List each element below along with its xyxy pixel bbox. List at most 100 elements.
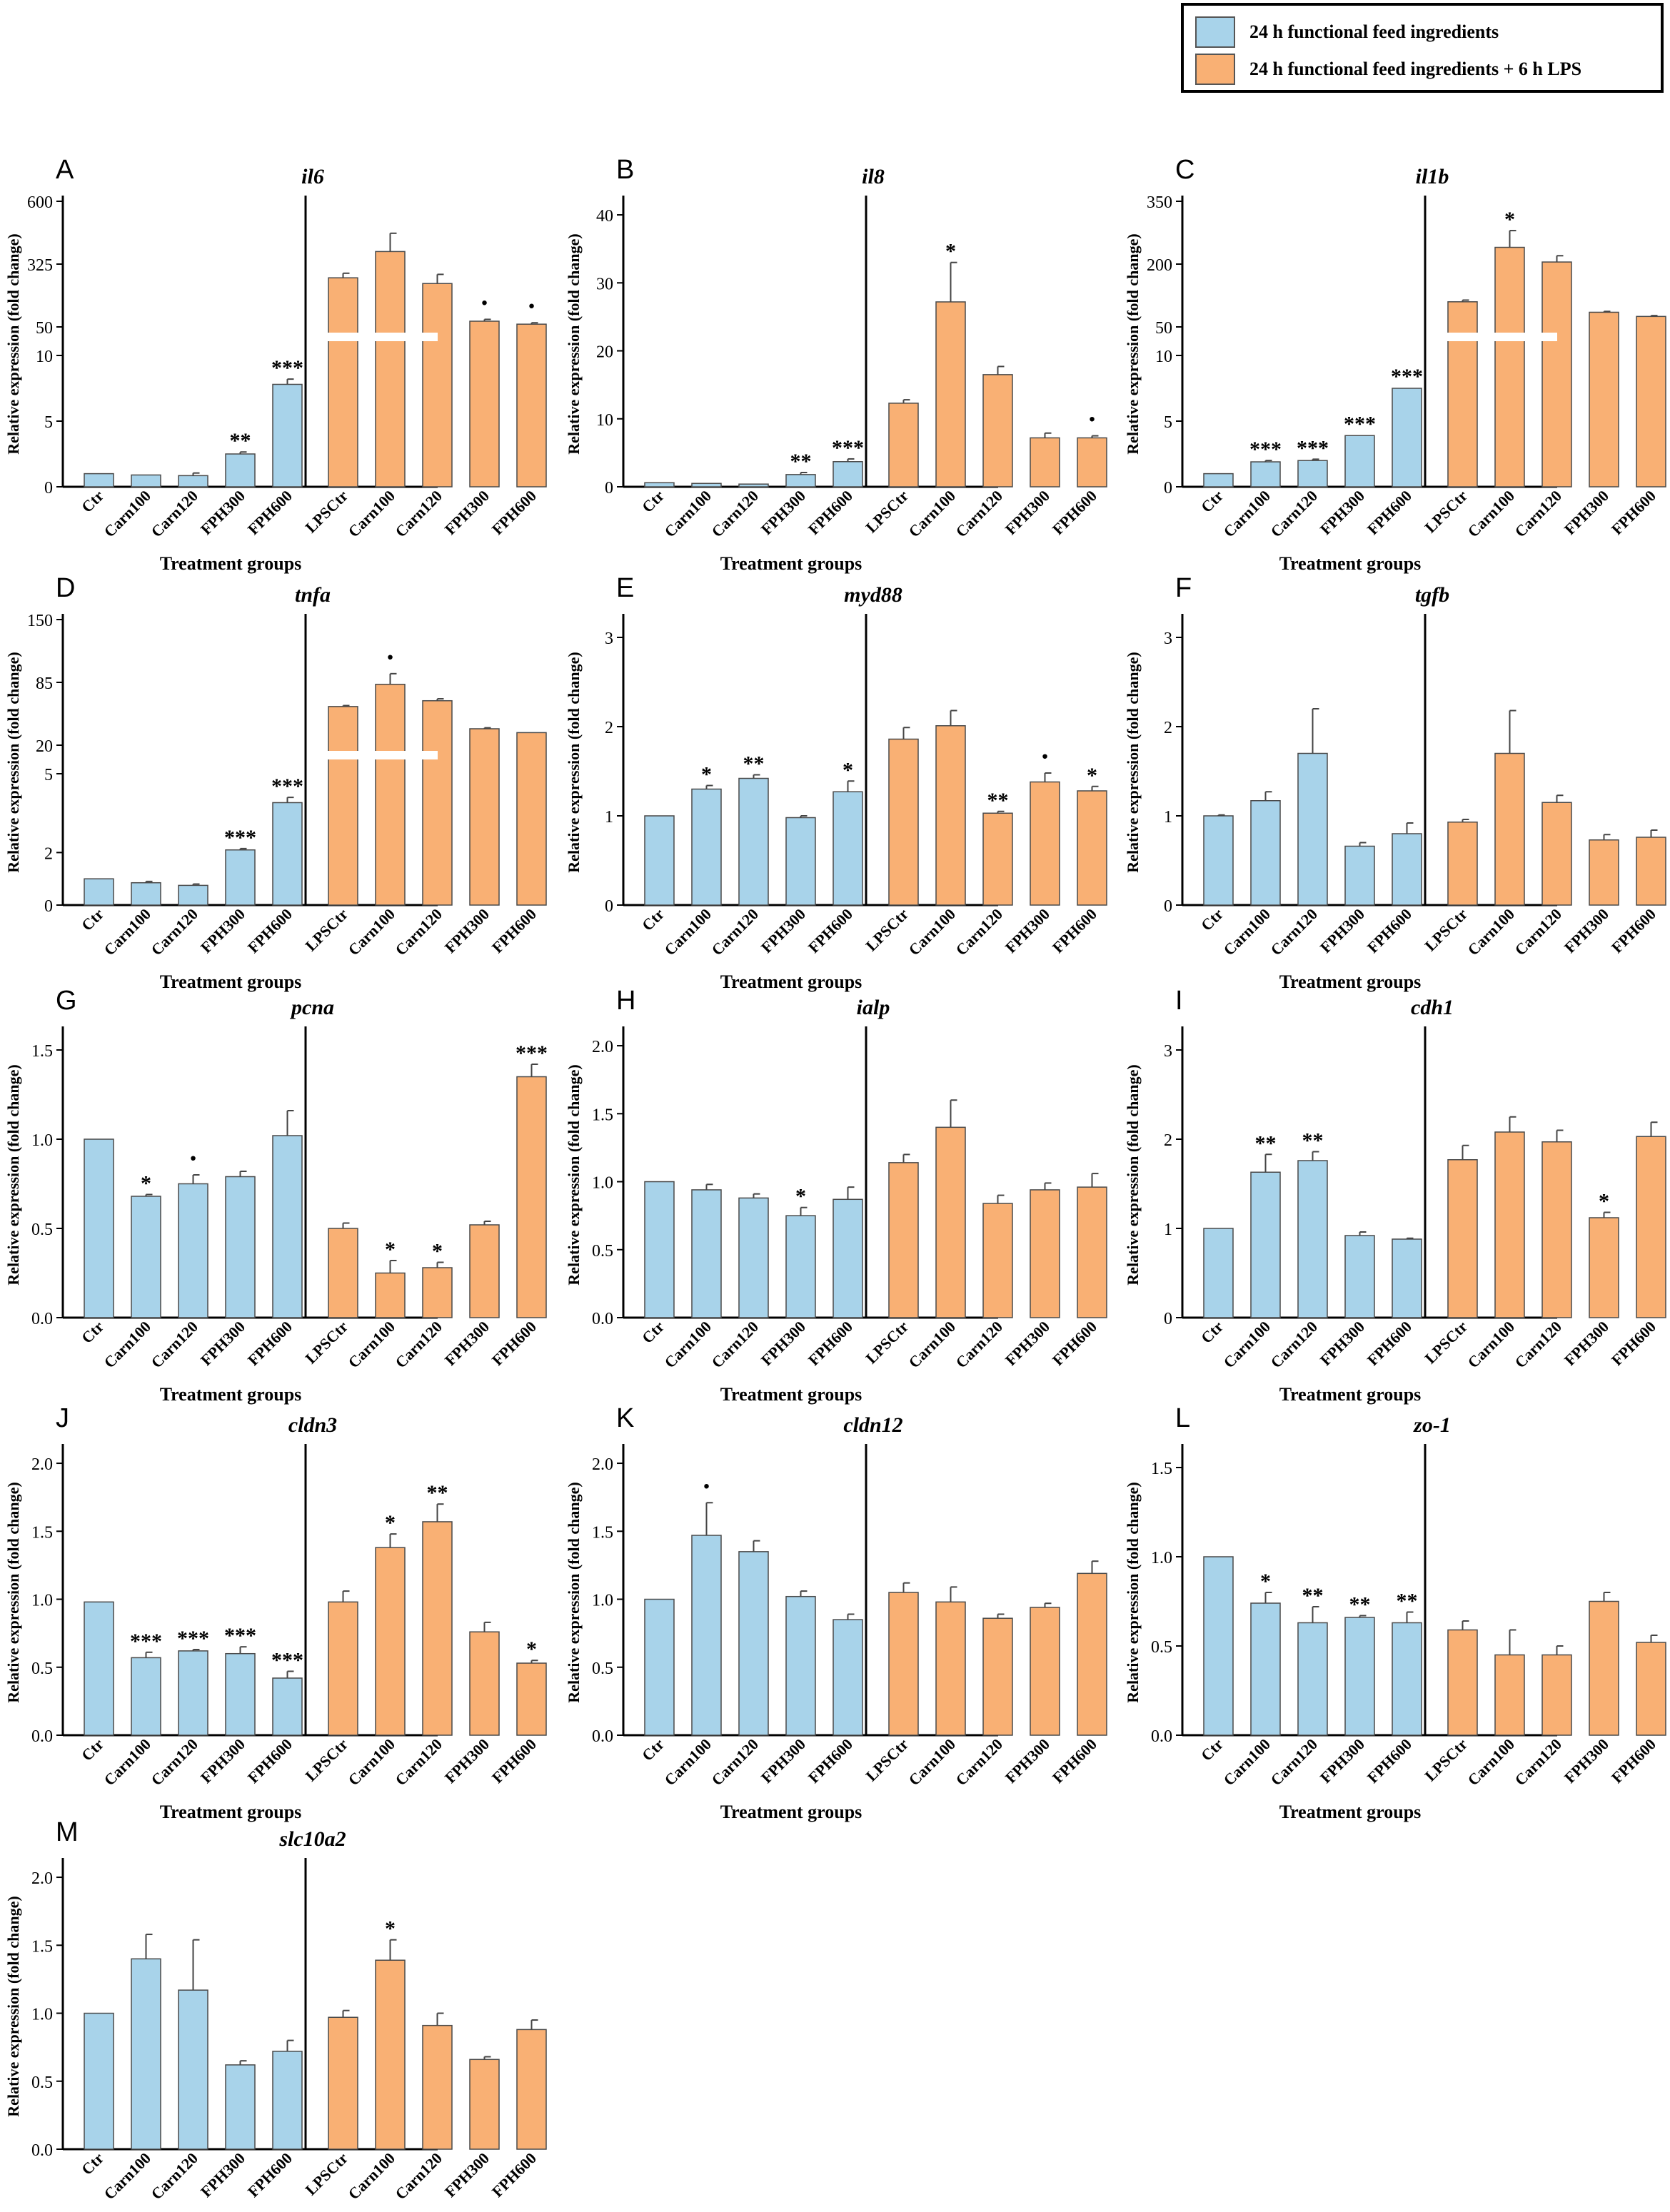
x-tick-label: FPH600 bbox=[488, 1735, 540, 1787]
bar bbox=[1030, 781, 1060, 906]
x-tick-label: Ctr bbox=[78, 905, 107, 934]
bar bbox=[644, 815, 675, 906]
x-tick-label: Ctr bbox=[638, 1735, 668, 1764]
bar bbox=[1636, 1642, 1666, 1736]
bar bbox=[1447, 301, 1478, 488]
bar bbox=[888, 1162, 919, 1318]
x-tick-label: Carn100 bbox=[100, 487, 154, 541]
x-axis-label: Treatment groups bbox=[1279, 1802, 1422, 1822]
x-tick-label: Carn100 bbox=[1219, 905, 1274, 959]
significance-mark: * bbox=[795, 1185, 806, 1208]
y-tick-label: 1.0 bbox=[592, 1174, 613, 1193]
y-tick-label: 0 bbox=[44, 897, 53, 916]
significance-mark: * bbox=[1087, 764, 1097, 787]
x-tick-label: FPH600 bbox=[1364, 1318, 1415, 1369]
significance-mark: *** bbox=[224, 826, 256, 849]
bar bbox=[644, 1181, 675, 1318]
legend-item-lps: 24 h functional feed ingredients + 6 h L… bbox=[1195, 51, 1581, 87]
bar bbox=[272, 383, 303, 488]
significance-mark: * bbox=[701, 763, 712, 787]
bar bbox=[1447, 1159, 1478, 1318]
bar bbox=[1077, 437, 1107, 488]
y-tick-label: 1.0 bbox=[31, 1131, 53, 1150]
x-tick-label: FPH600 bbox=[805, 1735, 856, 1787]
significance-mark: *** bbox=[177, 1627, 209, 1650]
bar bbox=[225, 849, 256, 906]
bar bbox=[785, 474, 816, 488]
x-axis-label: Treatment groups bbox=[720, 1802, 862, 1822]
bar bbox=[1203, 1228, 1234, 1318]
x-tick-label: FPH300 bbox=[441, 2149, 493, 2201]
x-tick-label: FPH300 bbox=[1002, 1735, 1053, 1787]
x-tick-label: Carn100 bbox=[100, 1735, 154, 1789]
x-tick-label: Carn100 bbox=[660, 905, 715, 959]
bar bbox=[1297, 752, 1328, 906]
x-tick-label: FPH600 bbox=[1049, 487, 1100, 538]
significance-mark: * bbox=[945, 240, 956, 263]
bar bbox=[84, 2012, 114, 2150]
bar bbox=[272, 802, 303, 906]
significance-mark: ** bbox=[987, 789, 1009, 812]
x-tick-label: FPH300 bbox=[441, 1735, 493, 1787]
y-tick-label: 0.0 bbox=[592, 1310, 613, 1328]
bar bbox=[469, 1224, 500, 1318]
significance-mark: * bbox=[385, 1238, 396, 1261]
bar bbox=[272, 1677, 303, 1736]
y-tick-label: 1.0 bbox=[31, 2006, 53, 2024]
x-axis-label: Treatment groups bbox=[720, 971, 862, 992]
gene-title: tnfa bbox=[295, 583, 331, 607]
bar bbox=[516, 1662, 547, 1736]
x-tick-label: FPH300 bbox=[1317, 905, 1368, 956]
x-tick-label: FPH600 bbox=[1608, 1735, 1659, 1787]
y-tick-label: 1.0 bbox=[31, 1592, 53, 1610]
x-tick-label: LPSCtr bbox=[862, 487, 912, 537]
bar bbox=[738, 1551, 769, 1736]
significance-mark: *** bbox=[271, 774, 303, 798]
x-tick-label: Carn120 bbox=[952, 487, 1006, 541]
x-tick-label: Carn120 bbox=[952, 1735, 1006, 1789]
x-tick-label: FPH300 bbox=[1561, 1318, 1612, 1369]
bar bbox=[1344, 435, 1375, 488]
y-axis-label: Relative expression (fold change) bbox=[565, 1482, 583, 1702]
bar bbox=[738, 1197, 769, 1318]
bar bbox=[328, 1601, 358, 1736]
x-tick-label: FPH600 bbox=[1608, 1318, 1659, 1369]
significance-mark: ** bbox=[1349, 1593, 1371, 1617]
x-tick-label: Ctr bbox=[638, 487, 668, 516]
x-tick-label: Carn120 bbox=[708, 905, 762, 959]
bar bbox=[833, 791, 863, 906]
bar bbox=[422, 283, 453, 488]
x-tick-label: Carn120 bbox=[391, 1735, 446, 1789]
y-tick-label: 50 bbox=[36, 319, 53, 338]
x-tick-label: LPSCtr bbox=[302, 487, 352, 537]
axis-break-gap bbox=[1431, 333, 1557, 341]
x-axis-label: Treatment groups bbox=[1279, 971, 1422, 992]
bar bbox=[178, 884, 208, 906]
x-tick-label: Carn100 bbox=[100, 2149, 154, 2203]
significance-mark: * bbox=[1260, 1570, 1271, 1593]
x-tick-label: Carn120 bbox=[391, 2149, 446, 2203]
bar bbox=[888, 1592, 919, 1736]
y-tick-label: 0 bbox=[1164, 1310, 1172, 1328]
y-tick-label: 0.5 bbox=[592, 1242, 613, 1261]
bar bbox=[1494, 1654, 1525, 1736]
y-tick-label: 2 bbox=[605, 719, 613, 737]
bar bbox=[1589, 839, 1619, 906]
x-tick-label: Carn100 bbox=[344, 1318, 398, 1372]
y-tick-label: 0.0 bbox=[1151, 1727, 1172, 1746]
x-tick-label: Carn100 bbox=[344, 2149, 398, 2203]
x-tick-label: Carn100 bbox=[344, 905, 398, 959]
bar bbox=[982, 1203, 1013, 1318]
x-tick-label: FPH300 bbox=[1317, 1318, 1368, 1369]
significance-mark: *** bbox=[515, 1041, 548, 1065]
bar bbox=[422, 1267, 453, 1318]
bar bbox=[982, 374, 1013, 488]
bar bbox=[1541, 1141, 1572, 1318]
gene-title: cdh1 bbox=[1411, 996, 1454, 1019]
y-tick-label: 5 bbox=[44, 766, 53, 784]
